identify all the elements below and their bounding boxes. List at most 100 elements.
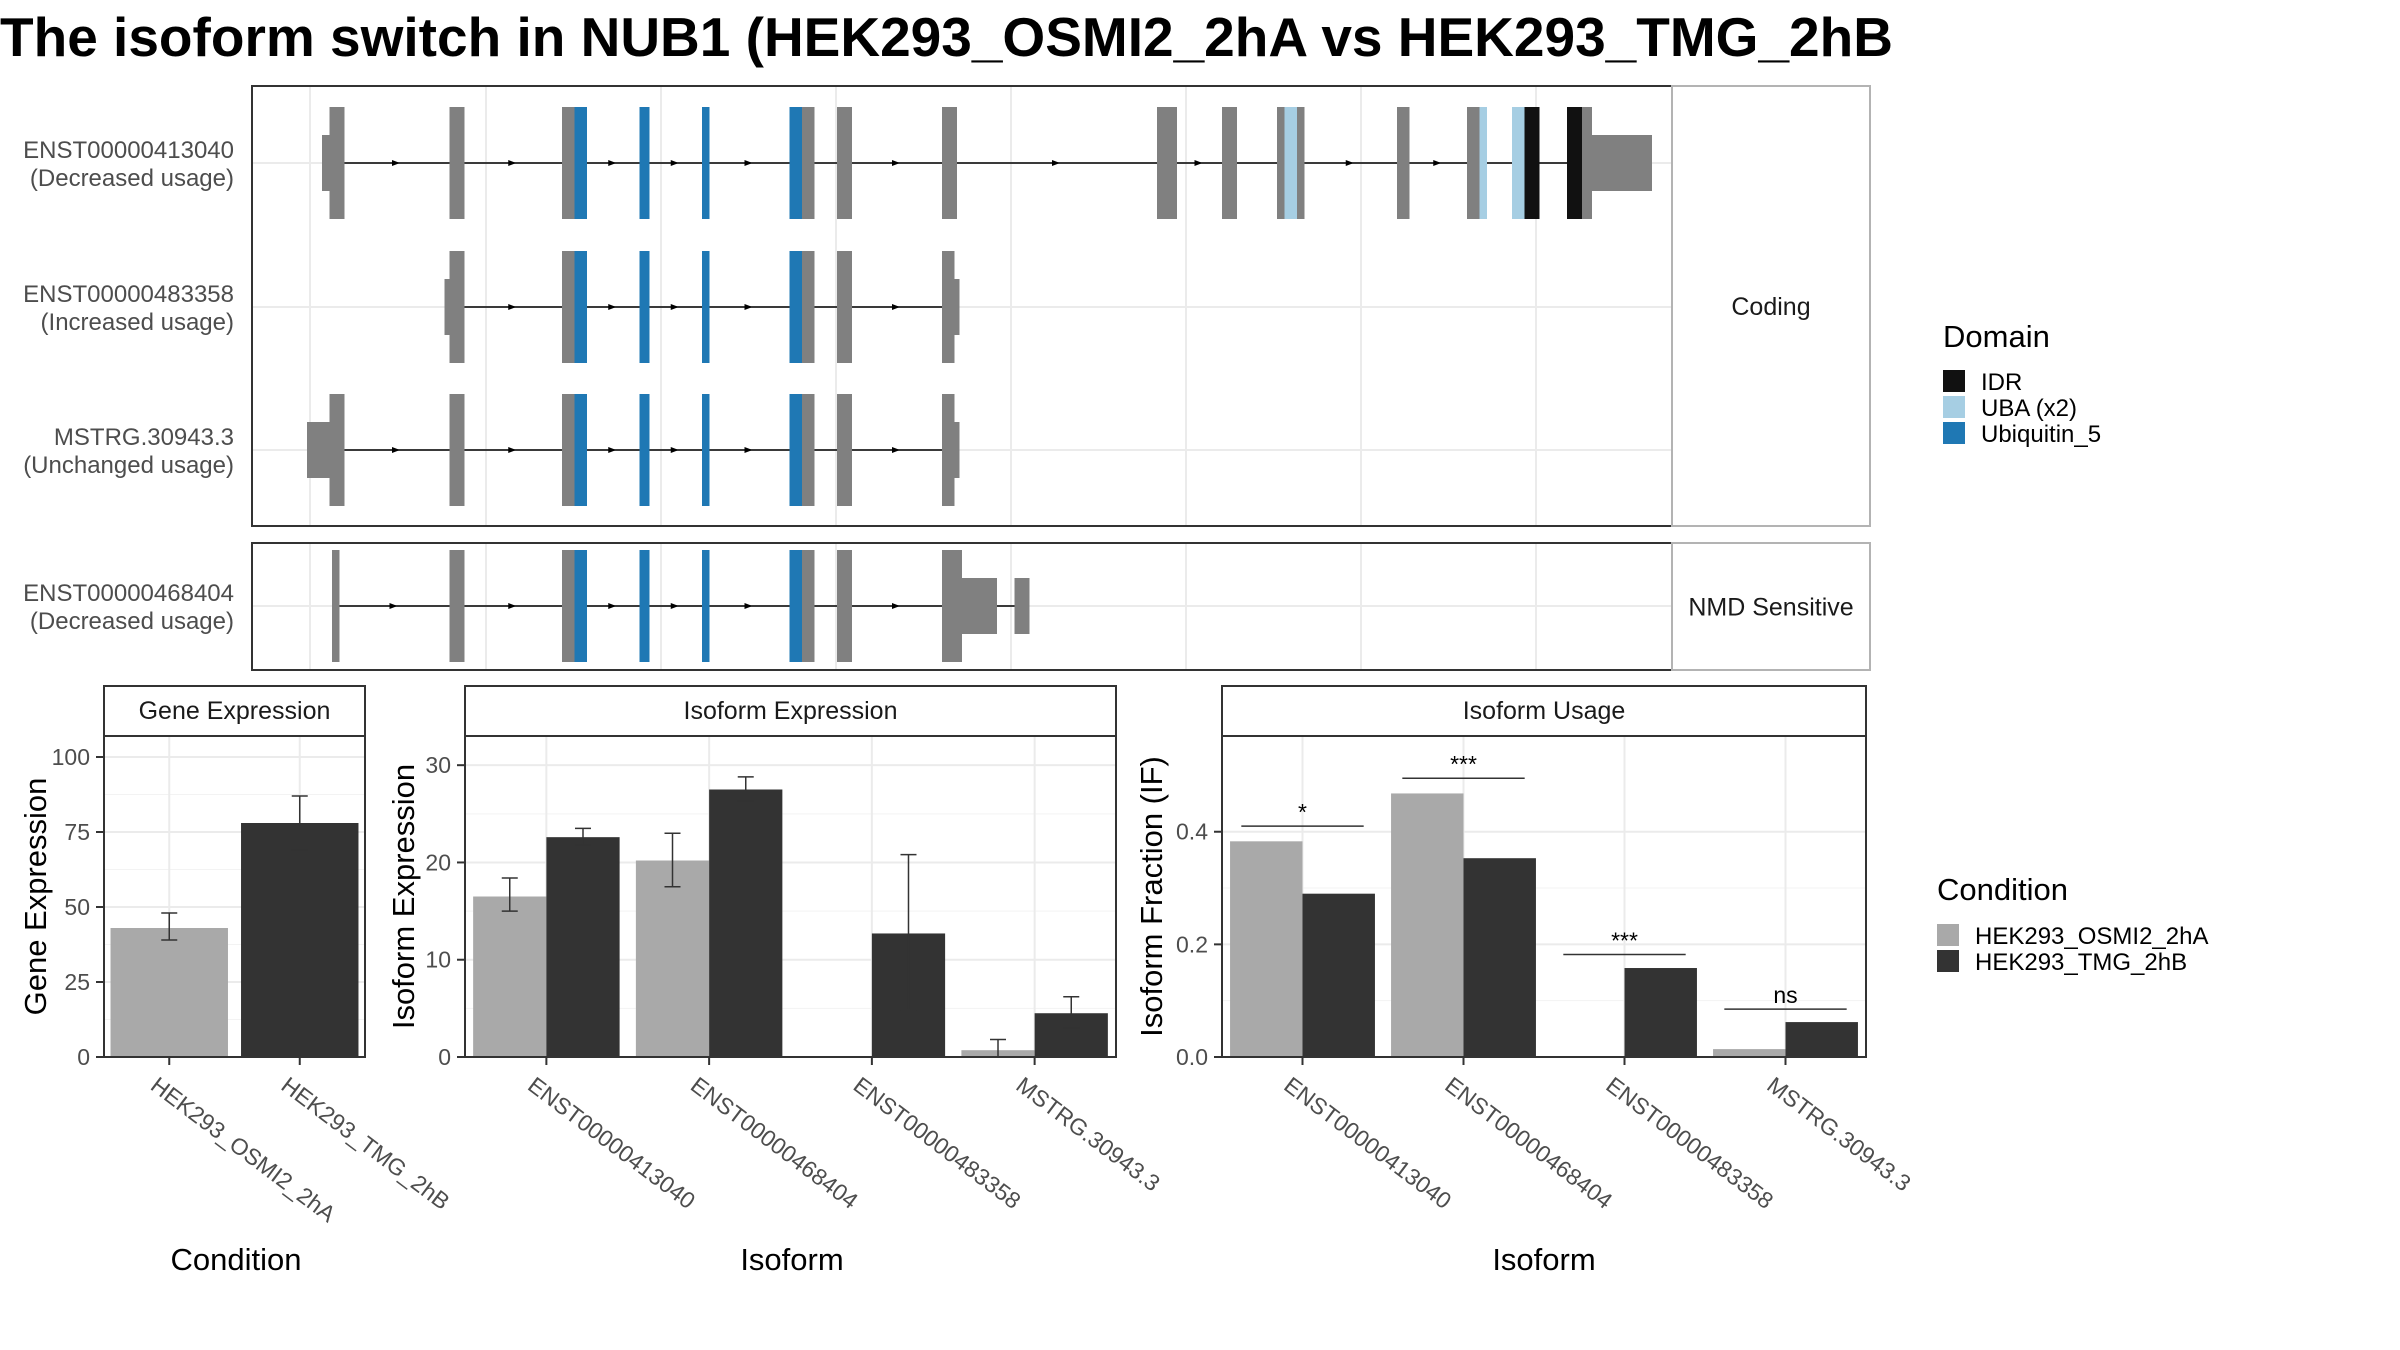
strand-arrow	[744, 160, 753, 166]
coding-exon	[1524, 107, 1540, 219]
y-tick-label: 30	[425, 752, 451, 778]
bar	[546, 837, 620, 1057]
strand-arrow	[892, 603, 900, 609]
x-tick-label: ENST00000468404	[686, 1072, 863, 1214]
coding-exon	[329, 107, 345, 219]
coding-exon	[789, 394, 802, 506]
significance-label: *	[1298, 799, 1307, 825]
transcript-panel: Coding ENST00000413040(Decreased usage)EN…	[23, 85, 1871, 527]
coding-exon	[1157, 107, 1177, 219]
transcript-row: ENST00000413040(Decreased usage)	[23, 107, 1652, 219]
coding-exon	[449, 550, 465, 662]
coding-exon	[837, 251, 852, 363]
legend-label: UBA (x2)	[1981, 395, 2077, 422]
coding-exon	[449, 251, 465, 363]
strand-arrow	[1194, 160, 1203, 166]
strand-arrow	[744, 447, 753, 453]
legend-label: IDR	[1981, 369, 2022, 396]
strand-arrow	[608, 160, 617, 166]
coding-exon	[332, 550, 340, 662]
strand-arrow	[892, 447, 900, 453]
y-tick-label: 0	[438, 1044, 451, 1070]
chart-title: Gene Expression	[139, 697, 331, 725]
coding-exon	[1582, 107, 1592, 219]
y-tick-label: 0.0	[1176, 1044, 1208, 1070]
coding-exon	[1284, 107, 1297, 219]
strand-arrow	[508, 160, 517, 166]
plot-border	[1221, 735, 1867, 1058]
y-tick-label: 0.2	[1176, 931, 1208, 957]
coding-exon	[702, 251, 710, 363]
coding-exon	[802, 550, 815, 662]
x-tick-label: ENST00000483358	[849, 1072, 1026, 1214]
coding-exon	[942, 394, 955, 506]
facet-strip	[1671, 85, 1871, 527]
strand-arrow	[670, 304, 679, 310]
coding-exon	[639, 107, 650, 219]
legend-key	[1937, 950, 1959, 972]
coding-exon	[1567, 107, 1582, 219]
coding-exon	[1222, 107, 1237, 219]
x-tick-label: ENST00000413040	[523, 1072, 700, 1214]
strand-arrow	[508, 603, 517, 609]
utr-exon	[962, 578, 997, 634]
transcript-id: MSTRG.30943.3	[54, 424, 234, 451]
x-axis-title: Isoform	[740, 1242, 843, 1277]
coding-exon	[1512, 107, 1525, 219]
legend-label: HEK293_TMG_2hB	[1975, 949, 2187, 976]
coding-exon	[639, 251, 650, 363]
x-tick-label: ENST00000413040	[1279, 1072, 1456, 1214]
strand-arrow	[389, 603, 398, 609]
bar	[1785, 1022, 1858, 1057]
coding-exon	[639, 550, 650, 662]
bar	[1230, 841, 1303, 1057]
strand-arrow	[744, 603, 753, 609]
transcript-id: ENST00000468404	[23, 580, 234, 607]
legend-key	[1937, 924, 1959, 946]
coding-exon	[562, 394, 575, 506]
x-axis-title: Condition	[171, 1242, 302, 1277]
coding-exon	[802, 251, 815, 363]
legend-key	[1943, 396, 1965, 418]
strand-arrow	[392, 447, 400, 453]
strand-arrow	[392, 160, 400, 166]
coding-exon	[574, 251, 587, 363]
chart-title: Isoform Expression	[684, 697, 898, 725]
coding-exon	[329, 394, 345, 506]
coding-exon	[802, 107, 815, 219]
strand-arrow	[608, 447, 617, 453]
strand-arrow	[744, 304, 753, 310]
transcript-usage: (Unchanged usage)	[23, 452, 234, 479]
y-tick-label: 50	[64, 894, 90, 920]
strand-arrow	[892, 304, 900, 310]
legend-label: Ubiquitin_5	[1981, 421, 2101, 448]
chart-title: Isoform Usage	[1463, 697, 1626, 725]
facet-strip	[1671, 542, 1871, 671]
coding-exon	[449, 394, 465, 506]
y-tick-label: 0	[77, 1044, 90, 1070]
transcript-panel: NMD Sensitive ENST00000468404(Decreased u…	[23, 542, 1871, 671]
strand-arrow	[508, 447, 517, 453]
bar	[110, 928, 228, 1057]
bar	[1391, 793, 1464, 1057]
coding-exon	[789, 251, 802, 363]
figure-title: The isoform switch in NUB1 (HEK293_OSMI2…	[0, 6, 1893, 68]
coding-exon	[574, 550, 587, 662]
legend-title: Domain	[1943, 319, 2050, 354]
coding-exon	[789, 107, 802, 219]
y-tick-label: 100	[52, 744, 90, 770]
coding-exon	[562, 550, 575, 662]
bar	[241, 823, 359, 1057]
legend-title: Condition	[1937, 872, 2068, 907]
coding-exon	[1297, 107, 1305, 219]
facet-strip-label: NMD Sensitive	[1688, 594, 1853, 622]
transcript-id: ENST00000413040	[23, 137, 234, 164]
transcript-usage: (Decreased usage)	[30, 608, 234, 635]
coding-exon	[574, 394, 587, 506]
significance-label: ns	[1773, 982, 1797, 1008]
bar	[1624, 968, 1697, 1057]
facet-strip-label: Coding	[1731, 293, 1810, 321]
